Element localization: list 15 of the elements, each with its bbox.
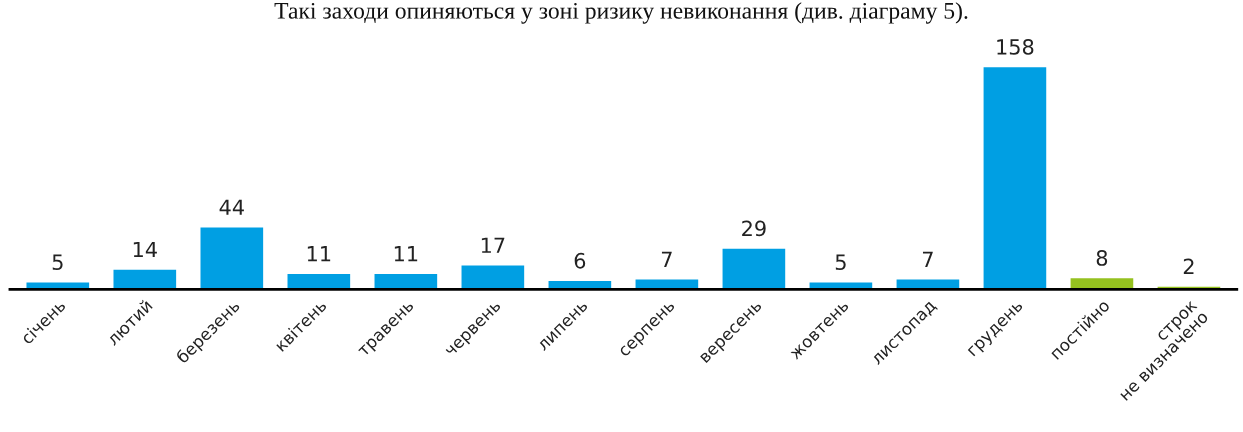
data-label: 8 [1096, 250, 1108, 266]
data-label: 5 [52, 254, 63, 271]
data-label: 6 [574, 252, 586, 269]
text: Такі заходи опиняються у зоні ризику невиконання (див. діаграму 5). [274, 2, 968, 24]
data-label: 44 [219, 199, 244, 215]
data-label: 5 [835, 254, 846, 271]
data-label: 29 [742, 220, 766, 237]
data-label: 7 [661, 251, 672, 267]
data-label: 14 [133, 241, 157, 258]
data-label: 7 [922, 251, 933, 267]
data-label: 2 [1183, 258, 1194, 274]
data-label: 11 [307, 246, 331, 262]
data-label: 17 [481, 237, 505, 253]
data-label: 158 [997, 39, 1034, 55]
data-label: 11 [394, 246, 418, 262]
